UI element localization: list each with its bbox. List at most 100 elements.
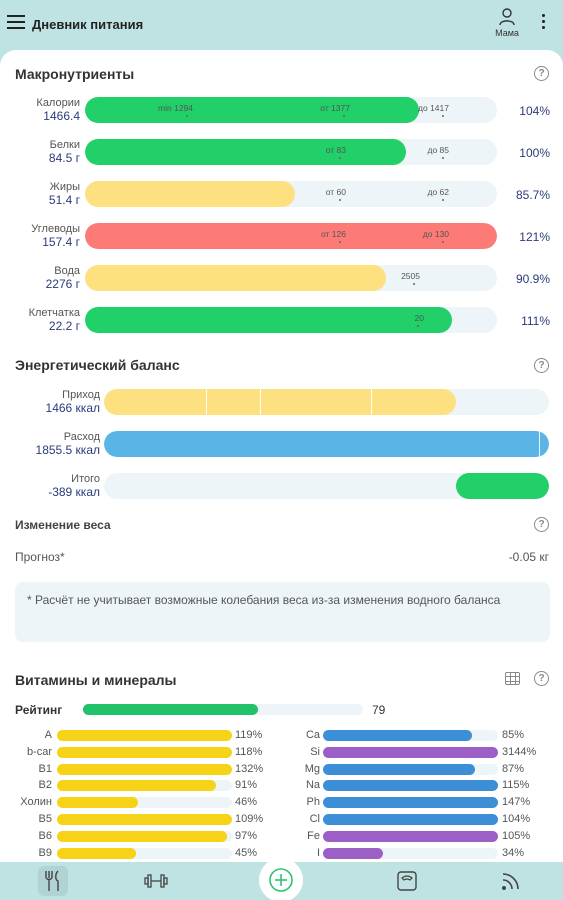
macro-mark-dot	[442, 115, 444, 117]
vm-label: Fe	[307, 829, 320, 842]
macro-mark-dot	[442, 199, 444, 201]
energy-divider	[371, 389, 372, 415]
macro-bar-fill	[85, 265, 386, 291]
vm-percent: 34%	[502, 846, 525, 859]
macro-percent: 100%	[519, 146, 550, 160]
vm-bar-fill	[323, 746, 498, 758]
macro-mark: от 1377	[320, 103, 350, 113]
macro-mark-dot	[442, 157, 444, 159]
vm-bar	[57, 814, 232, 825]
macro-bar: min 1294 от 1377 до 1417	[85, 97, 497, 123]
macro-percent: 121%	[519, 230, 550, 244]
macro-name: Вода	[54, 265, 80, 277]
vm-bar	[57, 746, 232, 758]
forecast-label: Прогноз*	[15, 550, 65, 564]
energy-bar	[104, 431, 549, 457]
macros-title: Макронутриенты	[15, 66, 135, 82]
rating-track	[83, 704, 363, 715]
vm-bar-fill	[323, 830, 498, 842]
nav-weight[interactable]	[392, 866, 422, 896]
app-title: Дневник питания	[32, 17, 144, 32]
vm-label: Ca	[305, 729, 320, 741]
macro-mark-dot	[417, 325, 419, 327]
vm-percent: 85%	[502, 729, 525, 741]
vm-bar-fill	[323, 780, 498, 792]
vm-percent: 147%	[502, 796, 531, 809]
rss-icon	[502, 873, 519, 890]
energy-divider	[206, 389, 207, 415]
nav-diary[interactable]	[38, 866, 68, 896]
macro-mark-dot	[442, 241, 444, 243]
vm-bar-fill	[323, 763, 475, 775]
energy-bar	[104, 473, 549, 499]
vm-percent: 119%	[235, 729, 263, 741]
energy-name: Расход	[63, 431, 100, 443]
vm-bar-fill	[323, 797, 498, 809]
macro-bar: от 60 до 62	[85, 181, 497, 207]
vm-percent: 109%	[235, 813, 264, 825]
vm-bar-fill	[57, 763, 232, 775]
vm-bar-fill	[57, 730, 232, 741]
profile-button[interactable]: Мама	[490, 8, 524, 38]
vitamins-help-icon[interactable]: ?	[534, 671, 549, 686]
vm-label: Si	[310, 745, 320, 758]
macro-bar: от 83 до 85	[85, 139, 497, 165]
weight-help-icon[interactable]: ?	[534, 517, 549, 532]
energy-title: Энергетический баланс	[15, 357, 180, 373]
rating-label: Рейтинг	[15, 703, 63, 717]
macro-label: Клетчатка 22.2 г	[0, 307, 80, 333]
macro-name: Белки	[49, 139, 80, 151]
vm-percent: 104%	[502, 813, 531, 825]
menu-icon[interactable]	[7, 15, 25, 31]
macro-value: 51.4 г	[48, 193, 80, 207]
macro-mark: 20	[414, 313, 424, 323]
vm-bar	[57, 780, 232, 792]
vm-bar	[323, 814, 498, 825]
energy-value: 1855.5 ккал	[35, 443, 100, 457]
energy-label: Итого -389 ккал	[0, 473, 100, 499]
vm-label: B6	[38, 829, 52, 842]
macro-mark: от 126	[321, 229, 346, 239]
energy-help-icon[interactable]: ?	[534, 358, 549, 373]
vm-bar	[323, 780, 498, 792]
nav-activity[interactable]	[141, 866, 171, 896]
vm-label: B5	[38, 813, 52, 825]
energy-name: Приход	[62, 389, 100, 401]
add-button[interactable]	[259, 858, 303, 900]
vm-label: Mg	[304, 762, 320, 775]
table-icon[interactable]	[505, 672, 520, 685]
bottom-nav	[0, 858, 563, 900]
vm-label: B2	[38, 779, 52, 792]
vm-percent: 115%	[502, 779, 530, 792]
energy-name: Итого	[71, 473, 100, 485]
macro-value: 22.2 г	[48, 319, 80, 333]
vm-bar	[57, 830, 232, 842]
macro-mark: до 62	[427, 187, 449, 197]
nav-feed[interactable]	[496, 866, 526, 896]
vm-bar	[323, 746, 498, 758]
vm-percent: 46%	[235, 796, 258, 809]
vm-percent: 45%	[235, 846, 258, 859]
macros-help-icon[interactable]: ?	[534, 66, 549, 81]
macro-mark-dot	[413, 283, 415, 285]
energy-label: Приход 1466 ккал	[0, 389, 100, 415]
more-vert-icon[interactable]	[536, 14, 550, 36]
macro-value: 1466.4	[43, 109, 80, 123]
vm-bar-fill	[57, 830, 227, 842]
macro-bar: 2505	[85, 265, 497, 291]
macro-percent: 90.9%	[515, 272, 550, 286]
vm-bar	[323, 847, 498, 859]
macro-bar-fill	[85, 223, 497, 249]
macro-label: Калории 1466.4	[0, 97, 80, 123]
vm-bar-fill	[323, 730, 472, 741]
vm-label: Na	[305, 779, 320, 792]
vm-label: Холин	[20, 796, 52, 809]
forecast-value: -0.05 кг	[508, 550, 549, 564]
vm-bar	[57, 730, 232, 741]
vm-bar-fill	[323, 814, 498, 825]
macro-bar-fill	[85, 139, 406, 165]
macro-percent: 104%	[519, 104, 550, 118]
energy-divider	[260, 389, 261, 415]
macro-mark: от 60	[325, 187, 346, 197]
vm-bar	[323, 730, 498, 741]
